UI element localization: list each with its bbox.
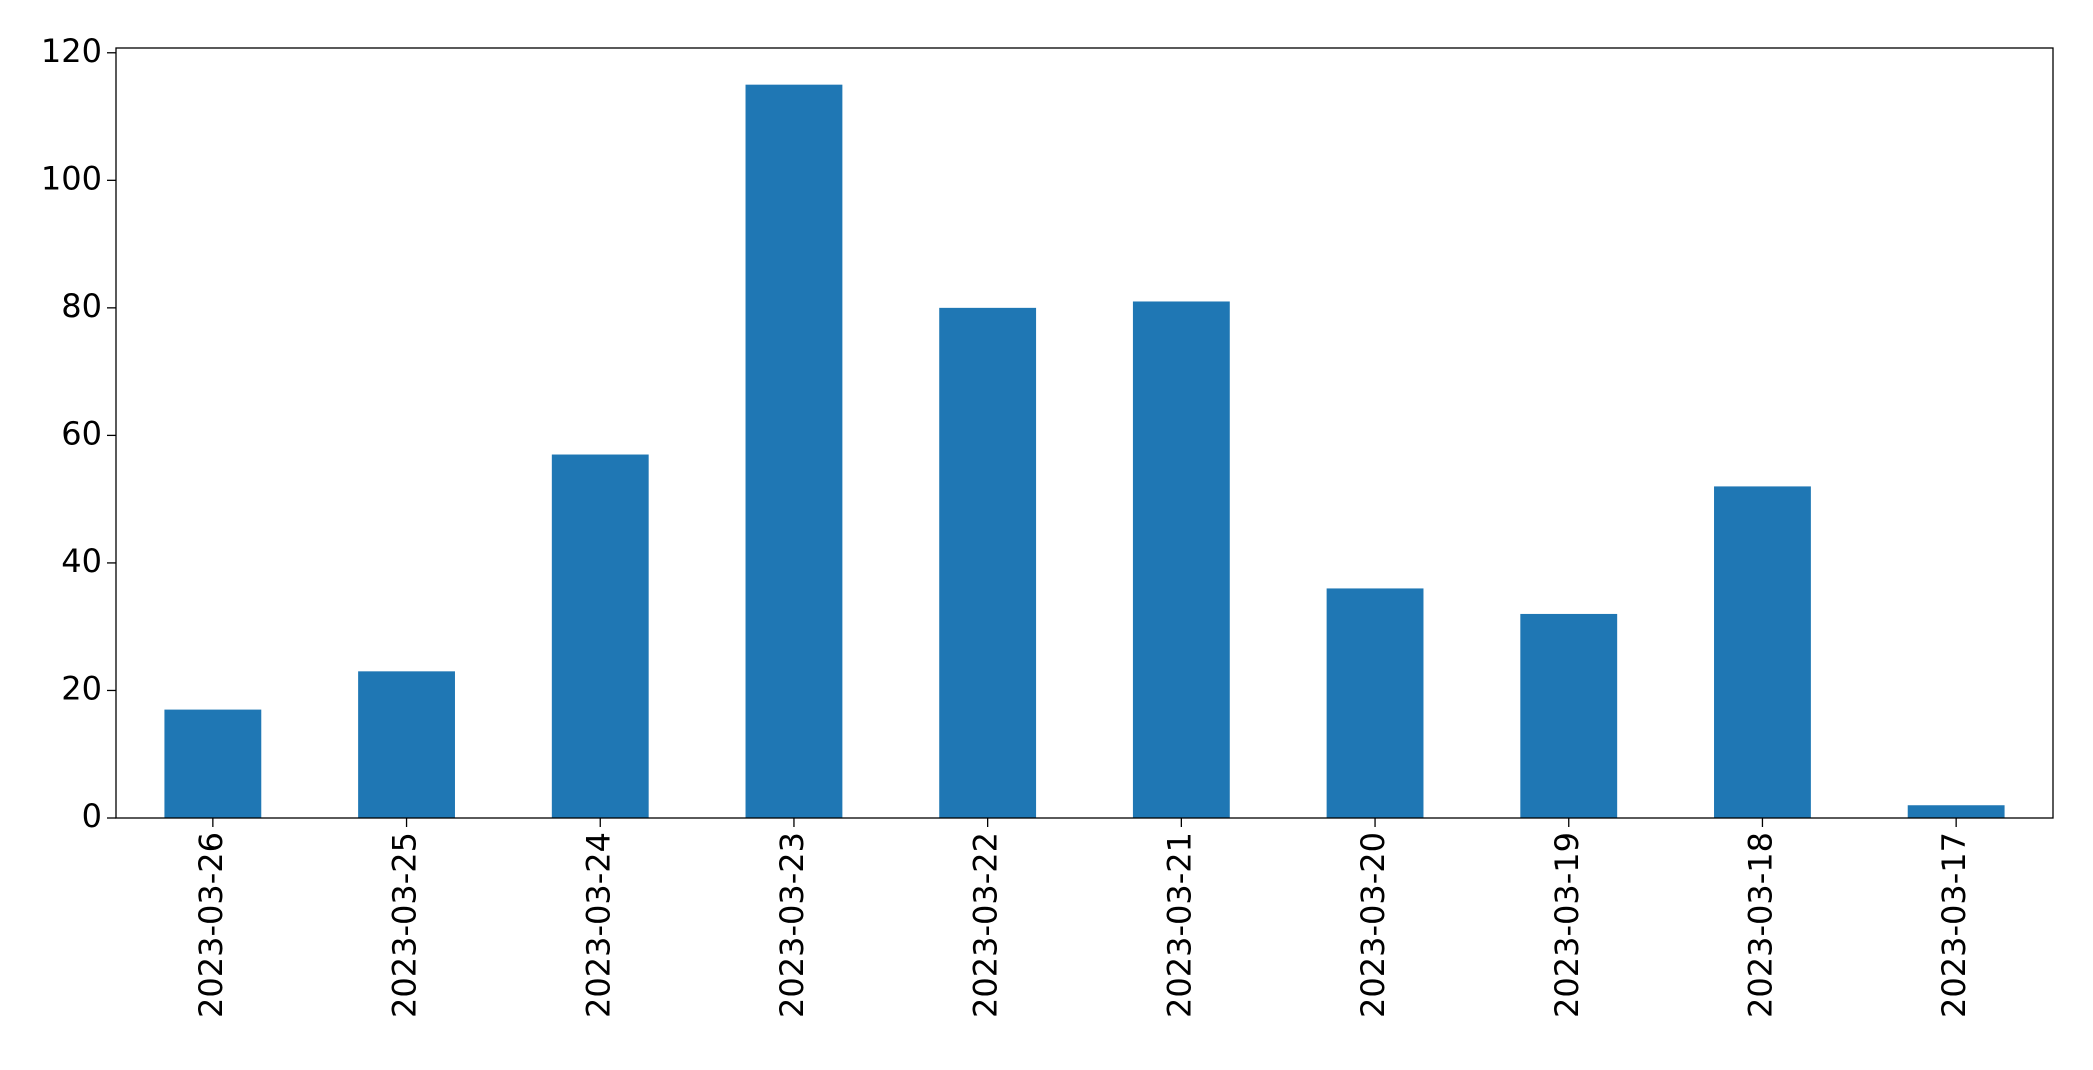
x-tick-label: 2023-03-18: [1741, 832, 1779, 1018]
plot-frame: [115, 47, 2054, 819]
bar: [1326, 588, 1424, 818]
bar: [551, 454, 649, 818]
x-tick-label: 2023-03-26: [192, 832, 230, 1018]
x-tick-label: 2023-03-17: [1935, 832, 1973, 1018]
bar: [164, 709, 262, 818]
bar: [1714, 486, 1811, 818]
y-tick-label: 120: [41, 32, 102, 70]
x-tick-label: 2023-03-19: [1548, 832, 1586, 1018]
bar: [939, 307, 1037, 818]
bar: [358, 671, 455, 818]
x-tick-label: 2023-03-20: [1354, 832, 1392, 1018]
bar: [1132, 301, 1230, 818]
x-tick-label: 2023-03-24: [579, 832, 617, 1018]
x-tick-label: 2023-03-21: [1160, 832, 1198, 1018]
bar: [1907, 805, 2005, 818]
x-tick-label: 2023-03-22: [967, 832, 1005, 1018]
y-tick-label: 0: [82, 797, 102, 835]
y-tick-label: 40: [61, 542, 102, 580]
x-tick-label: 2023-03-25: [386, 832, 424, 1018]
y-tick-label: 100: [41, 159, 102, 197]
y-tick-label: 60: [61, 414, 102, 452]
bar: [1520, 613, 1618, 818]
x-tick-label: 2023-03-23: [773, 832, 811, 1018]
y-tick-label: 80: [61, 287, 102, 325]
y-tick-label: 20: [61, 669, 102, 707]
bar: [745, 84, 843, 818]
